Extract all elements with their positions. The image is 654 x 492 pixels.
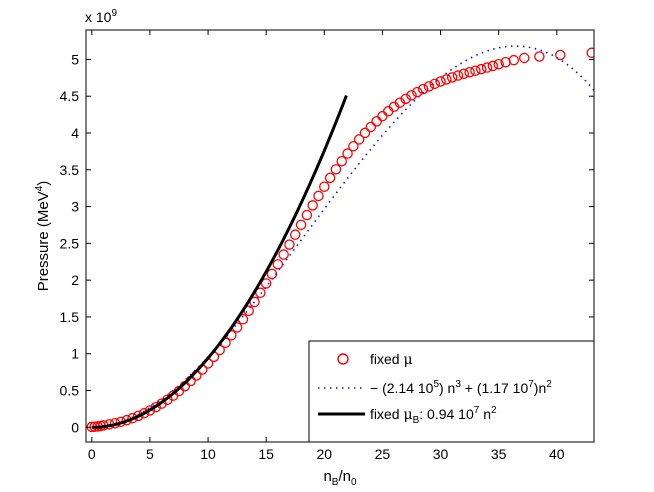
x-tick-label: 15: [258, 446, 274, 462]
legend-marker-fixed-mu: [337, 353, 349, 365]
fixed-mu-point: [519, 52, 530, 64]
plot-area: [86, 45, 594, 433]
fixed-mu-point: [423, 81, 435, 92]
y-tick-label: 1: [71, 346, 79, 362]
fixed-mu-point: [260, 278, 272, 289]
legend-label-fixed-mu: fixed μ: [370, 351, 413, 368]
fixed-mu-point: [266, 268, 278, 280]
x-tick-label: 35: [491, 446, 507, 462]
fixed-mu-point: [406, 90, 417, 101]
y-tick-label: 2.5: [60, 235, 80, 251]
y-ticks: 0 0.5 1 1.5 2 2.5 3 3.5 4 4.5 5: [60, 51, 594, 435]
x-tick-label: 30: [433, 446, 449, 462]
x-tick-label: 10: [200, 446, 216, 462]
fixed-mu-point: [534, 51, 545, 62]
fixed-mu-point: [144, 405, 156, 416]
fixed-mu-point: [586, 47, 594, 59]
fixed-mu-point: [508, 54, 520, 66]
x-tick-label: 5: [146, 446, 154, 462]
y-tick-label: 2: [71, 272, 79, 288]
fixed-mu-point: [342, 148, 353, 159]
fixed-mu-point: [278, 249, 289, 260]
fixed-mu-point: [377, 110, 388, 122]
fixed-mu-point: [289, 229, 301, 240]
x-tick-label: 0: [88, 446, 96, 462]
y-tick-label: 0.5: [60, 383, 80, 399]
fixed-mu-point: [348, 140, 359, 152]
legend-box: [308, 340, 595, 443]
fixed-mu-point: [441, 74, 452, 85]
fixed-mu-point: [319, 181, 330, 192]
fixed-mu-point: [313, 190, 324, 202]
fixed-mu-point: [470, 65, 481, 76]
fixed-mu-point: [458, 68, 470, 80]
legend-label-fit: − (2.14 105) n3 + (1.17 107)n2: [370, 379, 552, 396]
fixed-mu-point: [446, 72, 458, 83]
fixed-mu-point: [138, 408, 150, 419]
fixed-mu-point: [435, 76, 446, 87]
y-axis-label: Pressure (MeV4): [34, 181, 52, 292]
x-tick-label: 20: [317, 446, 333, 462]
fixed-mu-point: [429, 78, 440, 90]
y-tick-label: 5: [71, 51, 79, 67]
fixed-mu-point: [295, 219, 307, 231]
fixed-muB-curve: [91, 95, 348, 429]
fixed-mu-point: [475, 63, 487, 75]
y-tick-label: 1.5: [60, 309, 80, 325]
fixed-mu-point: [359, 127, 371, 139]
fixed-mu-point: [255, 287, 266, 299]
fixed-mu-point: [493, 58, 504, 70]
fixed-mu-point: [301, 209, 313, 221]
fixed-mu-point: [371, 116, 382, 127]
fixed-mu-point: [353, 134, 365, 145]
x-tick-label: 25: [375, 446, 391, 462]
fixed-mu-point: [330, 164, 342, 175]
fixed-mu-point: [400, 93, 411, 105]
fixed-mu-point: [133, 410, 144, 422]
fixed-mu-point: [555, 49, 566, 61]
legend: fixed μ − (2.14 105) n3 + (1.17 107)n2 f…: [308, 340, 595, 443]
y-tick-label: 3: [71, 199, 79, 215]
y-tick-label: 0: [71, 419, 79, 435]
y-tick-label: 3.5: [60, 162, 80, 178]
y-tick-label: 4.5: [60, 88, 80, 104]
legend-label-fixed-muB: fixed μB: 0.94 107 n2: [370, 405, 497, 426]
fixed-mu-point: [324, 172, 336, 184]
fixed-mu-point: [452, 70, 464, 81]
y-tick-label: 4: [71, 125, 79, 141]
fixed-mu-point: [500, 56, 511, 68]
fixed-mu-point: [487, 60, 499, 72]
fixed-mu-point: [156, 398, 167, 409]
fixed-mu-point: [336, 155, 347, 167]
y-multiplier: x 109: [85, 8, 117, 25]
fixed-mu-point: [394, 97, 406, 108]
x-axis-label: nB/n0: [323, 468, 357, 488]
fixed-mu-point: [150, 401, 161, 413]
fixed-mu-point: [417, 83, 429, 95]
fixed-mu-point: [464, 66, 475, 78]
fixed-mu-point: [481, 62, 493, 73]
fixed-mu-point: [284, 239, 295, 250]
x-tick-label: 40: [549, 446, 565, 462]
fixed-mu-point: [365, 121, 377, 133]
fixed-mu-point: [272, 259, 284, 270]
fixed-mu-point: [307, 200, 318, 211]
fixed-mu-point: [412, 86, 423, 98]
